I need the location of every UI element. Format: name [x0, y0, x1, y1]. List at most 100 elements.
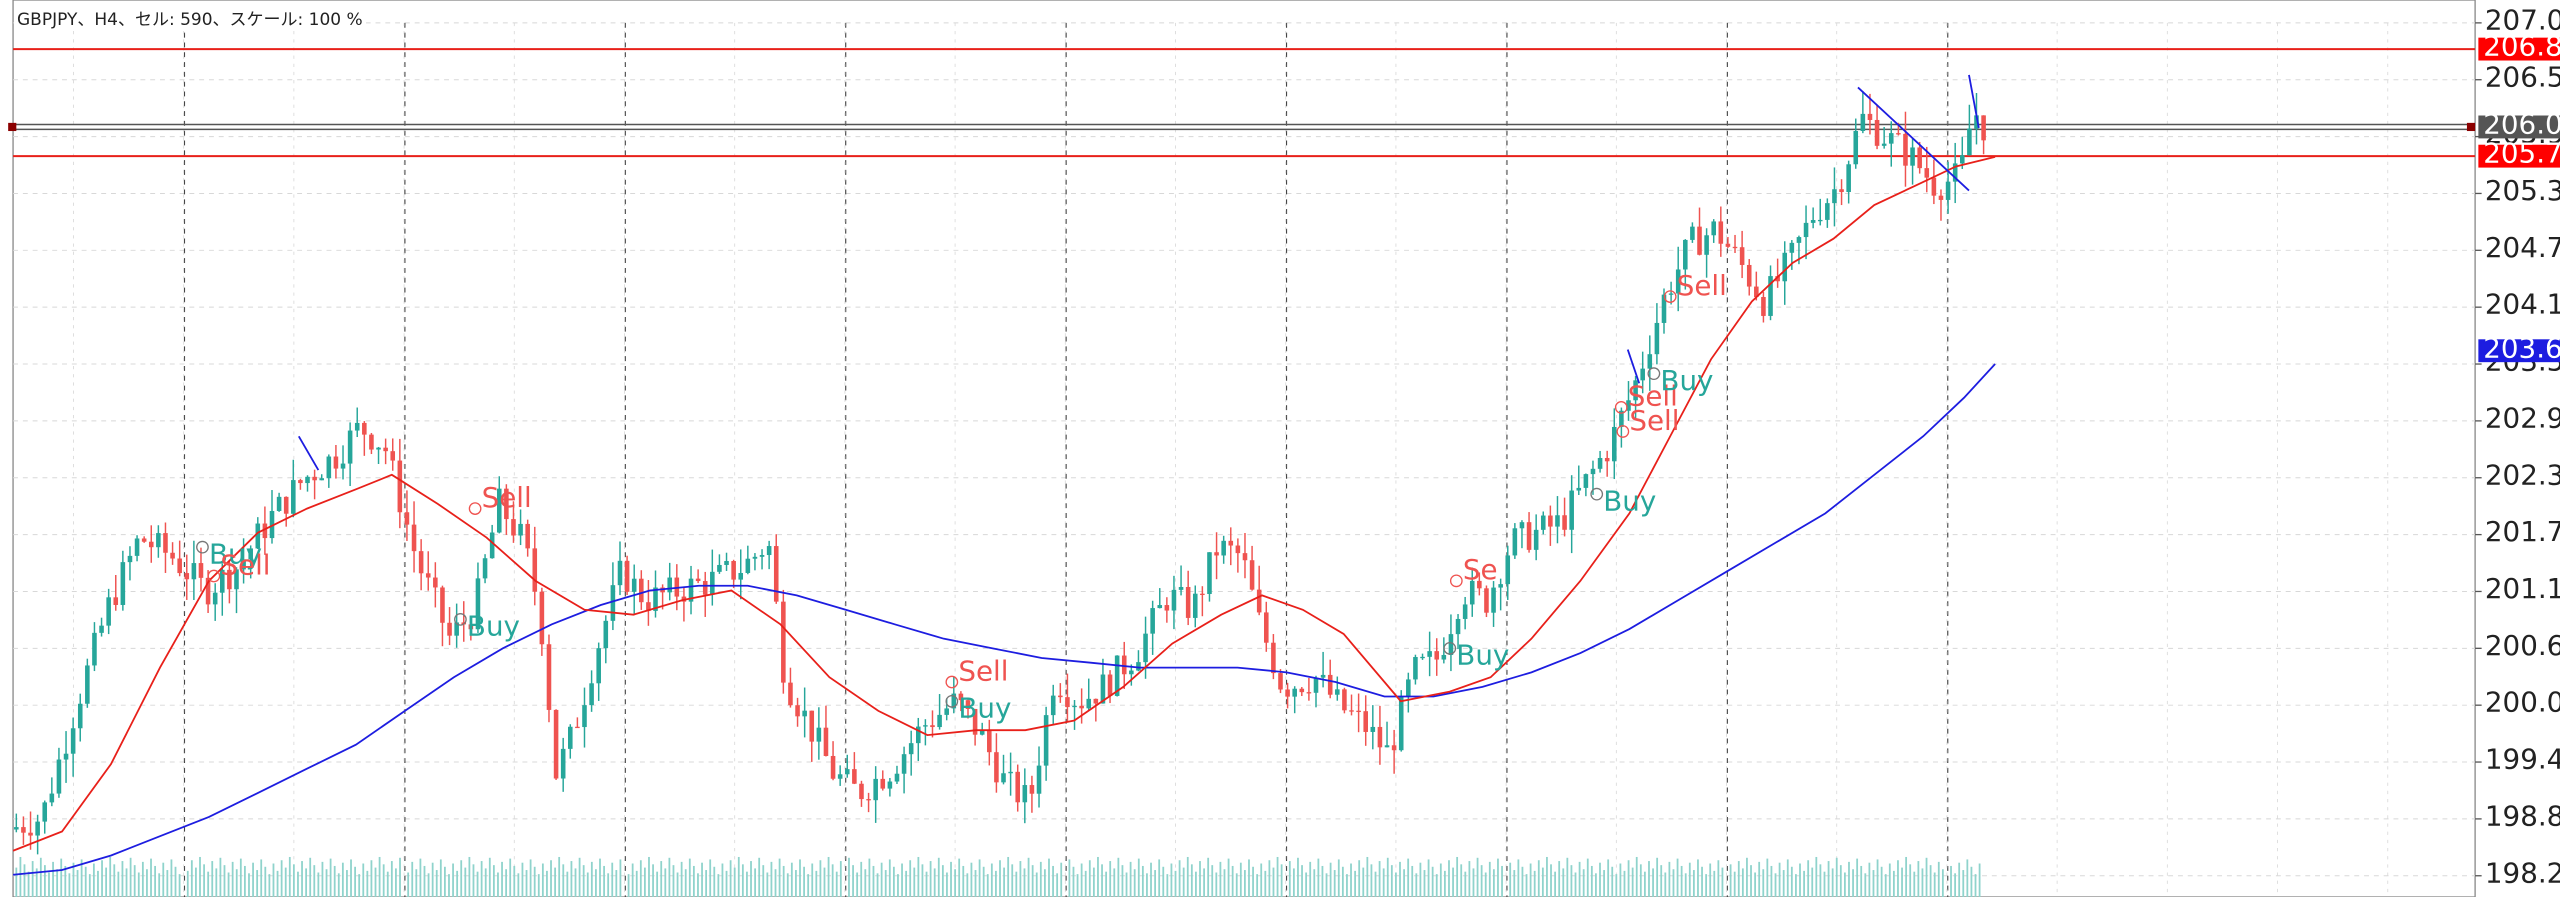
candle-body — [1768, 276, 1773, 316]
candle-body — [987, 730, 992, 753]
candle-body — [1533, 529, 1539, 550]
candle-body — [539, 591, 545, 645]
price-tag-label: 203.688 — [2483, 331, 2560, 364]
trendline — [1968, 74, 1980, 129]
candle-body — [965, 700, 971, 709]
candle-body — [1207, 552, 1212, 594]
candle-body — [1960, 155, 1965, 164]
signal-marker — [1443, 641, 1457, 655]
candle-body — [1540, 515, 1546, 530]
candle-body — [1903, 133, 1908, 166]
candle-body — [1832, 189, 1837, 204]
candle-body — [1320, 674, 1326, 678]
candle-body — [482, 558, 488, 579]
candle-body — [759, 555, 765, 557]
candle-body — [319, 478, 324, 481]
candle-body — [1299, 688, 1305, 693]
signal-marker — [454, 613, 467, 626]
candle-body — [184, 573, 190, 580]
candle-body — [1413, 657, 1418, 680]
candle-body — [1150, 608, 1155, 634]
signal-marker — [1647, 367, 1661, 381]
candle-body — [42, 802, 48, 822]
candle-body — [1086, 698, 1092, 709]
candle-body — [745, 558, 751, 573]
candle-body — [1214, 552, 1219, 556]
candle-body — [1619, 410, 1624, 427]
candle-body — [582, 705, 587, 728]
y-tick-label: 207.090 — [2485, 3, 2560, 36]
candle-body — [795, 705, 800, 717]
signal-label: Sell — [1628, 380, 1678, 413]
y-tick-label: 206.500 — [2485, 60, 2560, 93]
candle-body — [1327, 674, 1333, 695]
candle-body — [56, 759, 62, 794]
candle-body — [1967, 128, 1972, 156]
candle-body — [1654, 322, 1660, 355]
price-tag-label: 206.010 — [2483, 107, 2560, 140]
candle-body — [1874, 119, 1880, 146]
candle-body — [255, 523, 261, 549]
candle-body — [35, 821, 40, 836]
candle-body — [333, 456, 339, 469]
candle-body — [972, 708, 978, 735]
signal-label: Se — [1463, 553, 1498, 586]
candle-body — [1711, 221, 1717, 236]
candle-body — [575, 726, 580, 729]
candle-body — [1931, 177, 1937, 196]
candle-body — [738, 572, 744, 580]
signal-label: Buy — [1603, 484, 1656, 517]
candle-body — [1512, 528, 1518, 556]
candle-body — [1164, 605, 1170, 611]
signal-marker — [945, 675, 959, 689]
line-handle-left — [8, 122, 17, 132]
signal-label: Buy — [1660, 364, 1713, 397]
candle-body — [667, 577, 672, 593]
candle-body — [1484, 588, 1489, 613]
ma-slow-line — [12, 363, 1996, 876]
candle-body — [305, 476, 310, 484]
candle-body — [212, 592, 218, 605]
candle-body — [894, 773, 900, 782]
candle-body — [1633, 380, 1638, 401]
candle-body — [1043, 715, 1049, 766]
y-tick-label: 201.190 — [2485, 572, 2560, 605]
signal-label: Sell — [1629, 404, 1679, 437]
candle-body — [504, 488, 509, 520]
candle-body — [354, 422, 360, 431]
candle-body — [1384, 745, 1390, 748]
candle-body — [447, 622, 452, 636]
candle-body — [1462, 604, 1468, 619]
candle-body — [653, 587, 658, 611]
candle-body — [1342, 689, 1347, 711]
candle-body — [930, 725, 935, 728]
candle-body — [234, 569, 239, 590]
candle-body — [951, 693, 957, 709]
candle-body — [1335, 689, 1340, 695]
candle-body — [262, 523, 268, 539]
candle-body — [823, 727, 829, 756]
candle-body — [1171, 589, 1177, 611]
candle-body — [1178, 586, 1184, 590]
candle-body — [688, 578, 694, 602]
candle-body — [1803, 222, 1809, 238]
candle-body — [1825, 203, 1830, 220]
candle-body — [1356, 710, 1361, 713]
candle-body — [433, 577, 438, 588]
candle-body — [1441, 654, 1447, 660]
candle-body — [1583, 474, 1589, 488]
candle-body — [844, 769, 850, 775]
candle-body — [617, 560, 623, 586]
y-tick-label: 199.420 — [2485, 743, 2560, 776]
candle-body — [1668, 293, 1674, 295]
candle-body — [1271, 642, 1276, 674]
candle-body — [63, 753, 69, 760]
candle-body — [1427, 651, 1432, 657]
candle-body — [1917, 147, 1922, 169]
candle-body — [1924, 168, 1930, 178]
candle-body — [1420, 656, 1425, 659]
candle-body — [1249, 560, 1255, 590]
candle-body — [1313, 677, 1319, 693]
